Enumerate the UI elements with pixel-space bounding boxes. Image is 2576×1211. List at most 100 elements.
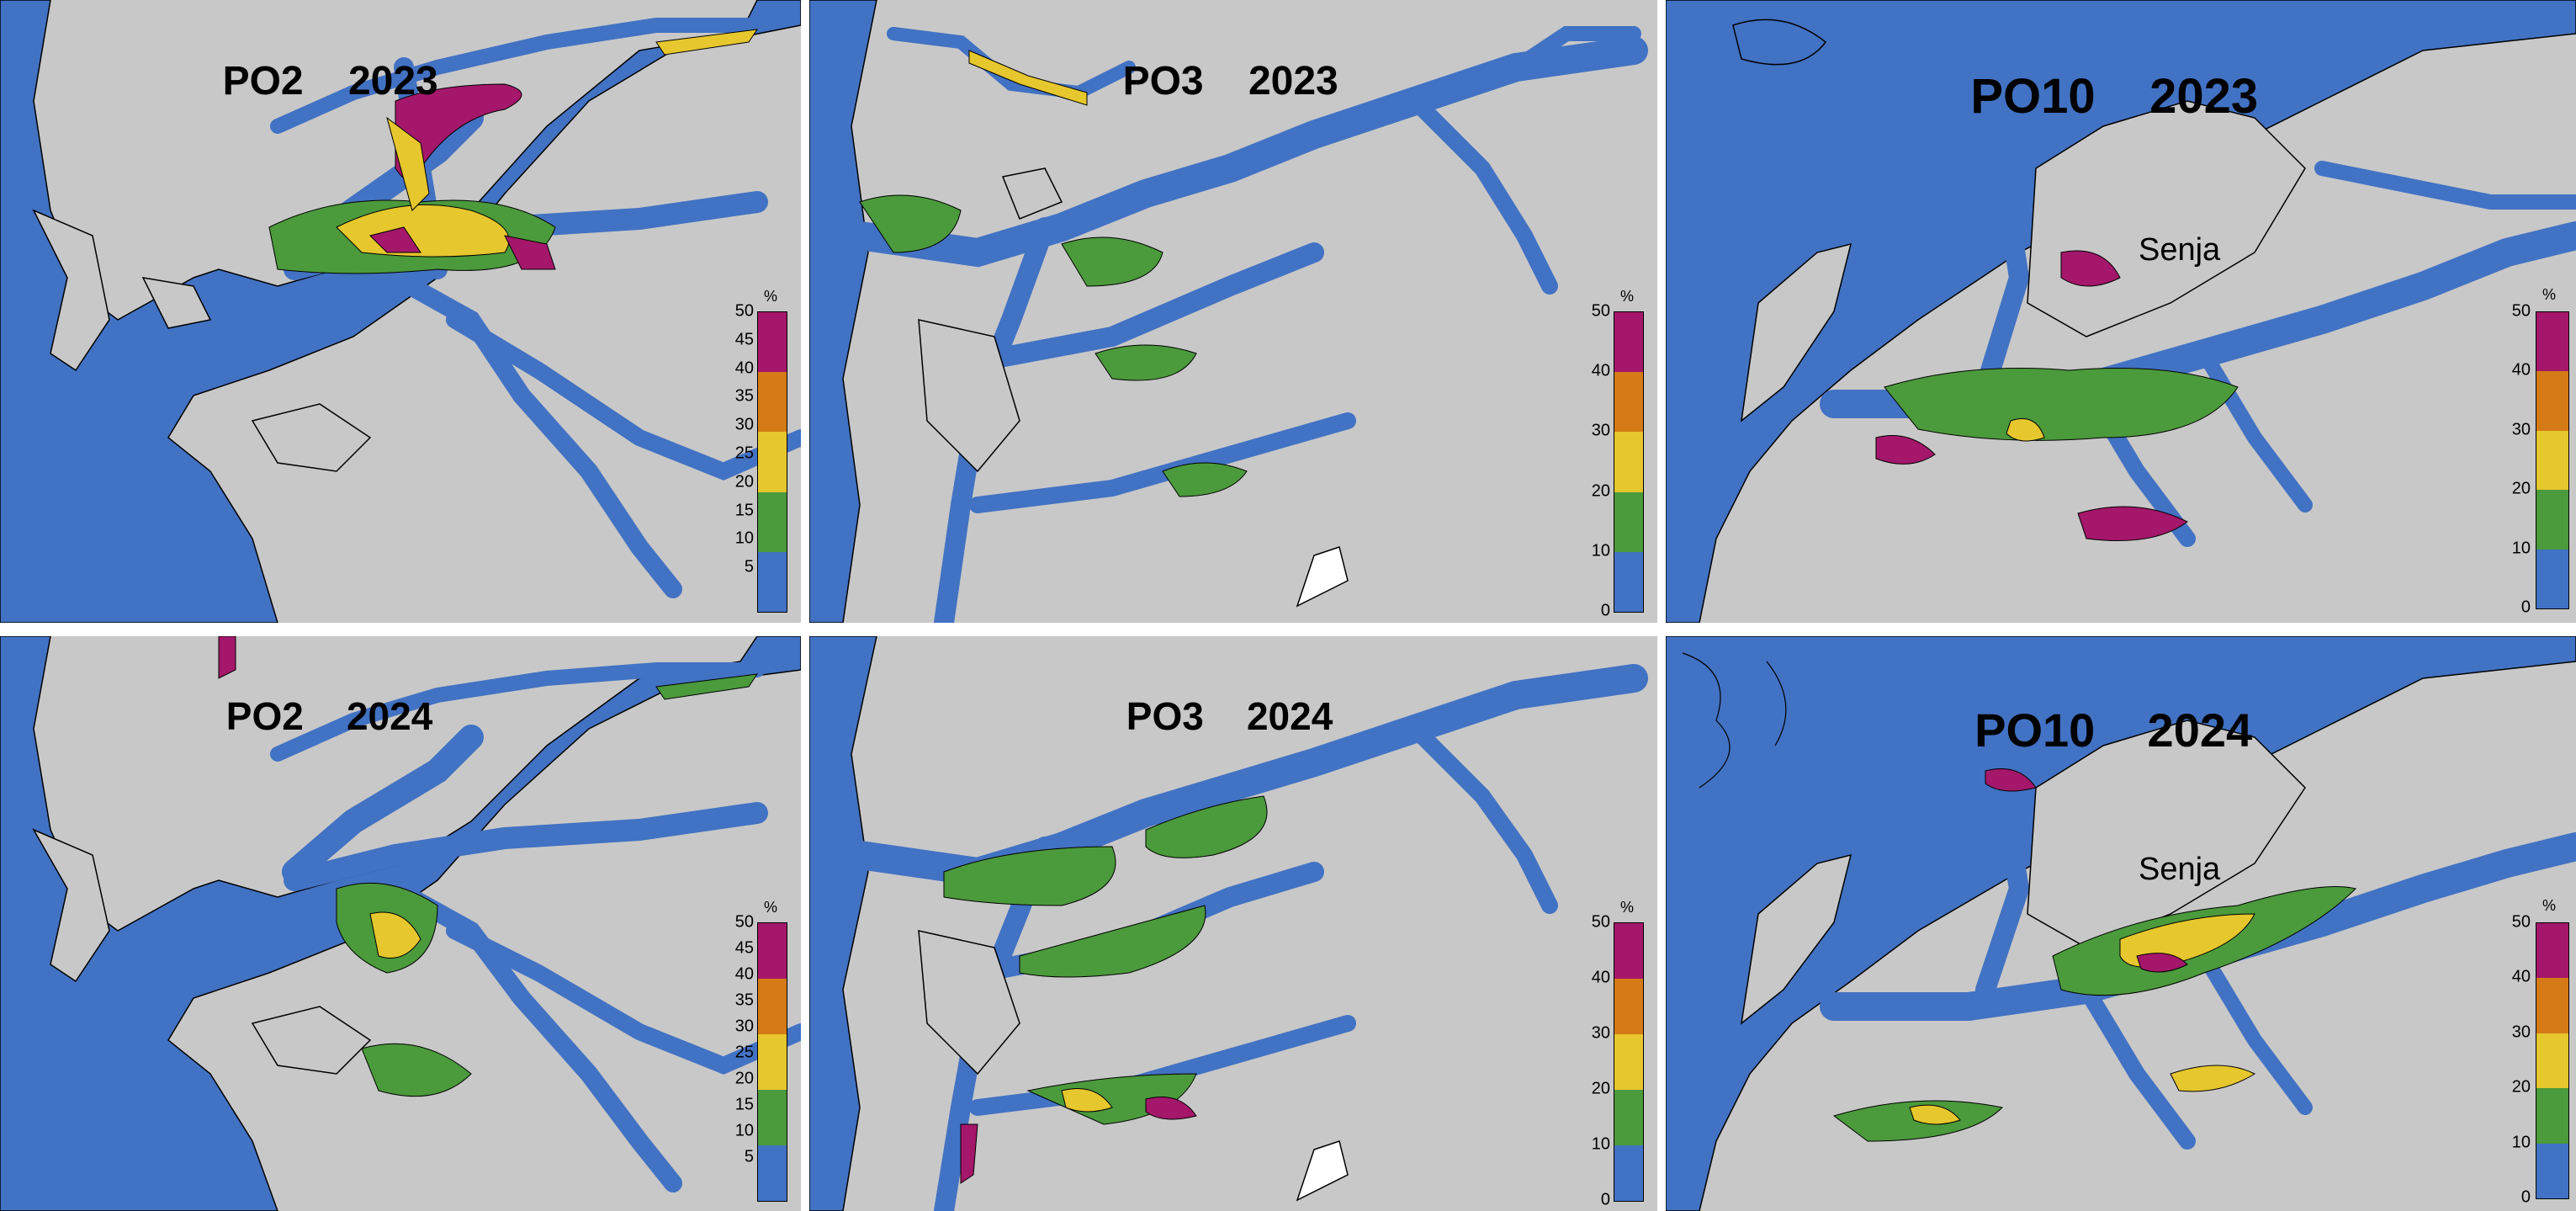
map-panel-po3-2024: PO3 2024 % 50 40 30 20 10 0 xyxy=(809,636,1657,1211)
colorbar-segment xyxy=(1614,312,1643,373)
colorbar-tick: 30 xyxy=(2511,420,2531,439)
colorbar-segment xyxy=(2536,371,2568,431)
colorbar: % 50 40 30 20 10 0 xyxy=(2489,897,2573,1207)
region-label: PO3 xyxy=(1122,59,1204,104)
colorbar-tick: 0 xyxy=(2520,598,2531,617)
colorbar-segment xyxy=(758,491,787,552)
fjord-map xyxy=(0,636,801,1211)
year-label: 2023 xyxy=(1248,59,1338,104)
colorbar-segment xyxy=(2536,549,2568,609)
colorbar-segment xyxy=(758,1145,787,1201)
colorbar-tick: 25 xyxy=(734,444,754,463)
map-panel-po10-2024: PO10 2024 Senja % 50 40 30 20 10 0 xyxy=(1666,636,2576,1211)
colorbar-segment xyxy=(1614,551,1643,613)
colorbar-segment xyxy=(2536,312,2568,372)
panel-title: PO3 2023 xyxy=(809,12,1632,151)
region-label: PO10 xyxy=(1974,704,2096,757)
colorbar-segment xyxy=(758,372,787,433)
colorbar-tick: 40 xyxy=(734,359,754,378)
year-label: 2023 xyxy=(2149,69,2259,124)
panel-title: PO3 2024 xyxy=(809,648,1632,784)
colorbar-bar xyxy=(757,311,787,613)
colorbar-ticks: 50 45 40 35 30 25 20 15 10 5 xyxy=(713,302,754,596)
map-panel-po3-2023: PO3 2023 % 50 40 30 20 10 0 xyxy=(809,0,1657,623)
panel-title: PO2 2023 xyxy=(0,12,708,151)
year-label: 2024 xyxy=(346,694,433,738)
colorbar-tick: 35 xyxy=(734,991,754,1010)
colorbar-segment xyxy=(758,923,787,979)
colorbar-tick: 40 xyxy=(1591,361,1610,380)
colorbar-tick: 20 xyxy=(2511,1077,2531,1097)
colorbar-tick: 30 xyxy=(734,415,754,434)
colorbar-tick: 40 xyxy=(2511,360,2531,380)
fjord-map xyxy=(809,636,1657,1211)
colorbar-segment xyxy=(758,1034,787,1090)
colorbar-segment xyxy=(758,432,787,492)
colorbar-tick: 10 xyxy=(1591,1134,1610,1154)
colorbar-tick: 50 xyxy=(1591,912,1610,932)
colorbar-unit: % xyxy=(1620,288,1635,305)
colorbar-segment xyxy=(1614,1145,1643,1201)
colorbar-tick: 45 xyxy=(734,938,754,958)
colorbar-tick: 35 xyxy=(734,386,754,406)
year-label: 2024 xyxy=(2147,704,2253,757)
colorbar-ticks: 50 40 30 20 10 0 xyxy=(1570,302,1610,620)
colorbar-bar xyxy=(1614,311,1644,613)
colorbar-tick: 10 xyxy=(1591,541,1610,560)
colorbar-tick: 10 xyxy=(734,528,754,548)
colorbar-bar xyxy=(1614,922,1644,1202)
region-label: PO3 xyxy=(1126,694,1204,738)
panel-title: PO2 2024 xyxy=(0,648,708,784)
panel-title: PO10 2024 xyxy=(1666,648,2542,812)
colorbar-segment xyxy=(2536,1143,2568,1199)
place-label-senja: Senja xyxy=(2139,232,2221,268)
region-label: PO10 xyxy=(1970,69,2096,124)
colorbar: % 50 40 30 20 10 0 xyxy=(1570,288,1651,620)
place-label-senja: Senja xyxy=(2139,852,2221,887)
colorbar-segment xyxy=(2536,978,2568,1033)
colorbar-tick: 10 xyxy=(2511,539,2531,558)
map-panel-po2-2023: PO2 2023 % 50 45 40 35 30 25 20 15 10 5 xyxy=(0,0,801,623)
colorbar-segment xyxy=(1614,1090,1643,1145)
colorbar-tick: 5 xyxy=(744,1147,754,1166)
colorbar-tick: 50 xyxy=(1591,301,1610,321)
colorbar-bar xyxy=(757,922,787,1202)
fjord-map xyxy=(1666,636,2576,1211)
colorbar-segment xyxy=(2536,923,2568,979)
colorbar-segment xyxy=(758,551,787,613)
colorbar: % 50 45 40 35 30 25 20 15 10 5 xyxy=(713,899,794,1206)
colorbar-tick: 40 xyxy=(1591,968,1610,987)
colorbar-tick: 15 xyxy=(734,501,754,520)
year-label: 2023 xyxy=(347,59,438,104)
colorbar-tick: 10 xyxy=(2511,1133,2531,1152)
colorbar-tick: 40 xyxy=(734,964,754,984)
region-label: PO2 xyxy=(225,694,304,738)
map-panel-po2-2024: PO2 2024 % 50 45 40 35 30 25 20 15 10 5 xyxy=(0,636,801,1211)
colorbar-tick: 30 xyxy=(1591,421,1610,440)
colorbar: % 50 40 30 20 10 0 xyxy=(2489,286,2573,617)
colorbar-tick: 20 xyxy=(734,472,754,491)
colorbar-segment xyxy=(1614,491,1643,552)
colorbar-tick: 50 xyxy=(2511,912,2531,932)
colorbar-tick: 50 xyxy=(2511,301,2531,321)
panel-title: PO10 2023 xyxy=(1666,12,2542,181)
colorbar-tick: 40 xyxy=(2511,967,2531,986)
colorbar-segment xyxy=(2536,490,2568,550)
colorbar-tick: 50 xyxy=(734,301,754,321)
colorbar-tick: 25 xyxy=(734,1043,754,1062)
colorbar: % 50 45 40 35 30 25 20 15 10 5 xyxy=(713,288,794,616)
colorbar-tick: 20 xyxy=(1591,481,1610,501)
year-label: 2024 xyxy=(1246,694,1333,738)
colorbar-segment xyxy=(1614,432,1643,492)
colorbar-unit: % xyxy=(1620,899,1635,916)
map-panel-po10-2023: PO10 2023 Senja % 50 40 30 20 10 0 xyxy=(1666,0,2576,623)
colorbar-segment xyxy=(2536,430,2568,491)
colorbar-tick: 15 xyxy=(734,1095,754,1114)
colorbar-tick: 10 xyxy=(734,1121,754,1140)
colorbar-tick: 0 xyxy=(2520,1187,2531,1207)
colorbar-segment xyxy=(758,979,787,1034)
colorbar-tick: 50 xyxy=(734,912,754,932)
colorbar-segment xyxy=(1614,372,1643,433)
colorbar-tick: 30 xyxy=(1591,1023,1610,1043)
colorbar-tick: 20 xyxy=(2511,479,2531,498)
